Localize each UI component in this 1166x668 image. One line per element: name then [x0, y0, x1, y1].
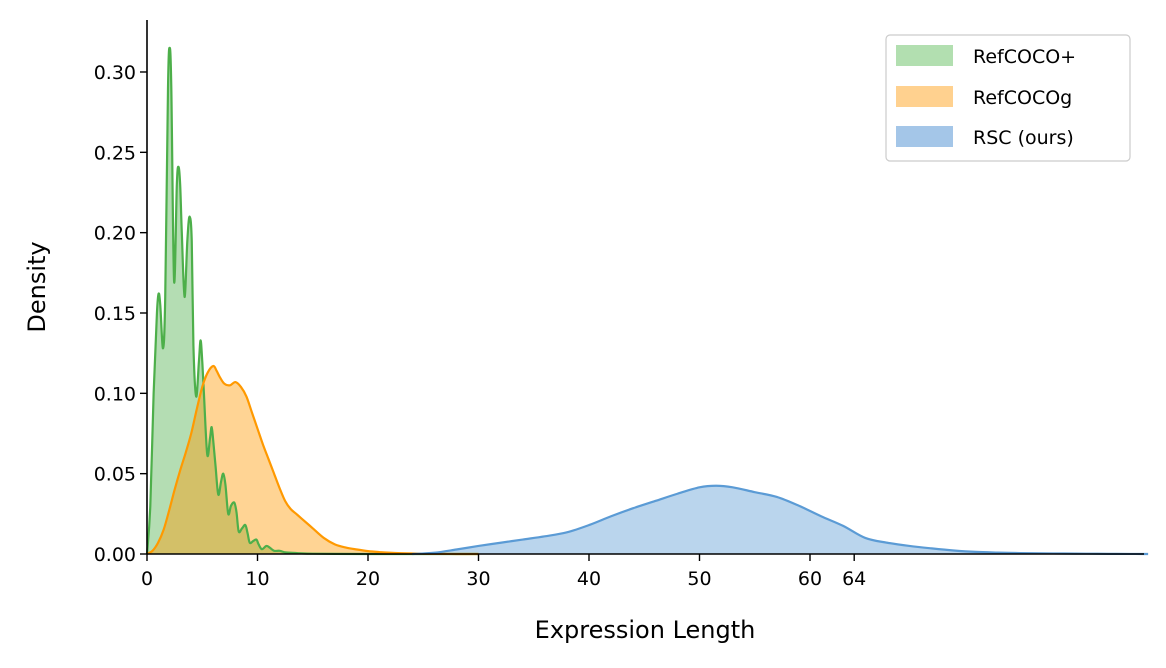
x-tick-label: 50	[687, 568, 711, 590]
legend-label-rsc: RSC (ours)	[973, 127, 1074, 149]
legend-item-refcoco-plus: RefCOCO+	[896, 45, 1076, 68]
legend-swatch-refcocog	[896, 86, 953, 107]
density-line-refcocog	[146, 364, 479, 556]
x-tick-label: 30	[466, 568, 490, 590]
legend-swatch-refcoco-plus	[896, 45, 953, 66]
x-tick-label: 40	[577, 568, 601, 590]
y-axis-title: Density	[23, 241, 51, 332]
y-tick-label: 0.15	[94, 303, 136, 325]
y-tick-label: 0.20	[94, 223, 136, 245]
legend: RefCOCO+ RefCOCOg RSC (ours)	[885, 34, 1131, 162]
density-line-refcoco-plus	[145, 46, 479, 556]
legend-swatch-rsc	[896, 126, 953, 147]
legend-label-refcoco-plus: RefCOCO+	[973, 46, 1076, 68]
density-fill-rsc	[412, 485, 1149, 554]
density-fill-refcoco-plus	[147, 47, 479, 554]
x-tick-label: 60	[798, 568, 822, 590]
y-ticks: 0.00 0.05 0.10 0.15 0.20 0.25 0.30	[94, 62, 147, 566]
x-ticks: 0 10 20 30 40 50 60 64	[141, 554, 866, 590]
density-line-rsc	[412, 484, 1149, 556]
x-tick-label: 10	[245, 568, 269, 590]
legend-item-refcocog: RefCOCOg	[896, 86, 1072, 109]
y-tick-label: 0.10	[94, 383, 136, 405]
plot-area	[145, 46, 1149, 556]
y-tick-label: 0.00	[94, 544, 136, 566]
legend-label-refcocog: RefCOCOg	[973, 87, 1072, 109]
legend-item-rsc: RSC (ours)	[896, 126, 1074, 149]
x-axis-title: Expression Length	[535, 616, 756, 644]
x-tick-label: 0	[141, 568, 153, 590]
y-tick-label: 0.30	[94, 62, 136, 84]
x-tick-label: 64	[842, 568, 866, 590]
y-tick-label: 0.25	[94, 142, 136, 164]
axes: 0.00 0.05 0.10 0.15 0.20 0.25 0.30 0 10 20 30 40 50…	[23, 20, 1144, 644]
x-tick-label: 20	[356, 568, 380, 590]
y-tick-label: 0.05	[94, 464, 136, 486]
